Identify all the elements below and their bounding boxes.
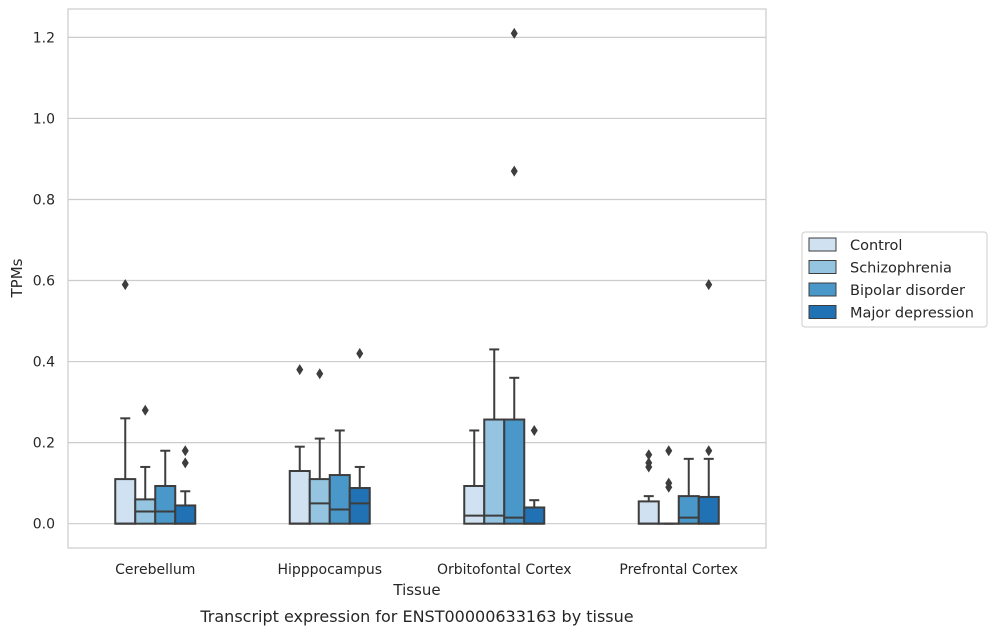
legend-swatch: [808, 260, 837, 274]
legend: Control Schizophrenia Bipolar disorder Majo…: [801, 231, 988, 328]
box-body: [483, 418, 506, 525]
box-body: [348, 487, 371, 525]
legend-frame: [801, 231, 988, 328]
outlier-point: [316, 368, 324, 380]
x-tick-label: Orbitofontal Cortex: [437, 562, 572, 578]
box-groups: [114, 27, 720, 525]
y-tick-label: 0.4: [33, 355, 55, 371]
y-tick-label: 1.2: [33, 30, 55, 46]
plot-area: [67, 8, 767, 549]
legend-label: Control: [850, 238, 902, 254]
outlier-point: [645, 457, 653, 469]
y-tick-label: 0.2: [33, 436, 55, 452]
box-body: [463, 484, 486, 525]
outlier-point: [356, 347, 364, 359]
y-axis-ticks: 0.0 0.2 0.4 0.6 0.8 1.0 1.2: [33, 30, 55, 532]
gridlines: [68, 36, 766, 525]
box-body: [328, 474, 351, 525]
legend-label: Major depression: [850, 306, 974, 322]
outlier-point: [121, 279, 129, 291]
box-body: [114, 478, 137, 525]
legend-swatch: [808, 282, 837, 297]
box: [697, 279, 720, 525]
outlier-point: [296, 364, 304, 376]
box-body: [154, 484, 177, 525]
box: [348, 347, 371, 525]
box-body: [503, 418, 526, 525]
y-tick-label: 1.0: [33, 111, 55, 127]
legend-swatch: [808, 237, 837, 252]
outlier-point: [665, 477, 673, 489]
box: [463, 429, 486, 525]
legend-label: Schizophrenia: [850, 261, 952, 277]
box: [637, 449, 660, 525]
box-body: [697, 495, 720, 525]
outlier-point: [181, 445, 189, 457]
box-body: [308, 478, 331, 525]
outlier-point: [645, 449, 653, 461]
outlier-point: [510, 165, 518, 177]
outlier-point: [705, 279, 713, 291]
box: [523, 424, 546, 525]
box-body: [637, 500, 660, 525]
chart-caption: Transcript expression for ENST0000063316…: [199, 607, 633, 626]
outlier-point: [665, 445, 673, 457]
outlier-point: [510, 27, 518, 39]
box-body: [677, 495, 700, 525]
box-body: [523, 506, 546, 525]
y-tick-label: 0.0: [33, 517, 55, 533]
legend-label: Bipolar disorder: [850, 283, 965, 299]
box: [503, 27, 526, 525]
outlier-point: [181, 457, 189, 469]
box: [134, 404, 157, 525]
y-tick-label: 0.6: [33, 274, 55, 290]
legend-swatch: [808, 305, 837, 319]
x-axis-label: Tissue: [392, 581, 440, 599]
y-tick-label: 0.8: [33, 192, 55, 208]
outlier-point: [530, 424, 538, 436]
x-axis-ticks: Cerebellum Hipppocampus Orbitofontal Corte…: [115, 562, 738, 578]
x-tick-label: Cerebellum: [115, 562, 195, 578]
box: [288, 364, 311, 525]
y-axis-label: TPMs: [8, 258, 26, 298]
x-tick-label: Prefrontal Cortex: [619, 562, 738, 578]
box: [174, 445, 197, 525]
outlier-point: [141, 404, 149, 416]
outlier-point: [705, 445, 713, 457]
box-body: [174, 504, 197, 525]
box-body: [288, 470, 311, 525]
x-tick-label: Hipppocampus: [277, 562, 382, 578]
